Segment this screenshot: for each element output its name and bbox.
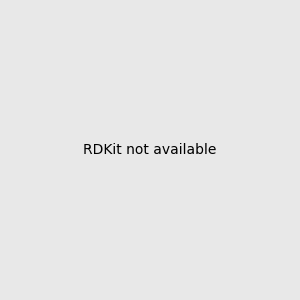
Text: RDKit not available: RDKit not available: [83, 143, 217, 157]
